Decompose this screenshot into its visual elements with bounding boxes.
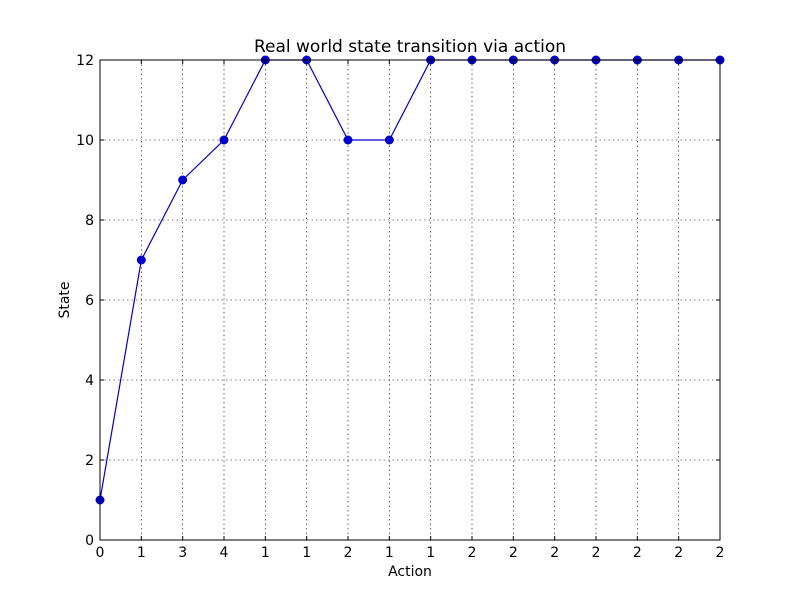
x-tick-label: 1	[261, 545, 270, 561]
data-point	[384, 135, 394, 145]
x-tick-label: 2	[509, 545, 518, 561]
x-tick-label: 2	[468, 545, 477, 561]
y-tick-label: 12	[76, 53, 94, 69]
x-tick-label: 2	[633, 545, 642, 561]
x-tick-label: 4	[220, 545, 229, 561]
grid-lines	[100, 60, 720, 540]
y-tick-label: 0	[85, 533, 94, 549]
x-tick-label: 2	[550, 545, 559, 561]
x-tick-label: 1	[385, 545, 394, 561]
y-axis-label: State	[57, 281, 73, 318]
chart-title: Real world state transition via action	[254, 37, 566, 57]
data-point	[219, 135, 229, 145]
data-point	[136, 255, 146, 265]
data-point	[343, 135, 353, 145]
y-tick-label: 2	[85, 453, 94, 469]
x-tick-label: 1	[426, 545, 435, 561]
x-tick-label: 3	[178, 545, 187, 561]
x-tick-label: 0	[96, 545, 105, 561]
x-tick-label: 2	[716, 545, 725, 561]
x-tick-label: 2	[674, 545, 683, 561]
y-tick-label: 8	[85, 213, 94, 229]
x-tick-label: 2	[344, 545, 353, 561]
x-tick-label: 1	[302, 545, 311, 561]
x-axis-label: Action	[388, 564, 432, 580]
x-tick-label: 2	[592, 545, 601, 561]
data-point	[178, 175, 188, 185]
x-tick-label: 1	[137, 545, 146, 561]
y-tick-label: 4	[85, 373, 94, 389]
y-tick-label: 6	[85, 293, 94, 309]
y-tick-label: 10	[76, 133, 94, 149]
